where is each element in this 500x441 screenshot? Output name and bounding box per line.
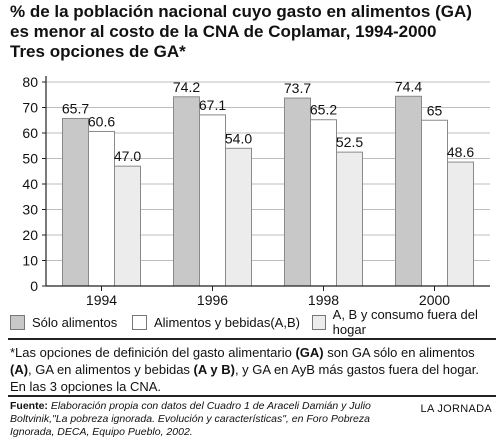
y-tick-label-80: 80: [22, 74, 38, 90]
data-label-1998-series-3: 52.5: [336, 134, 363, 150]
note-text-3: , GA en alimentos y bebidas: [28, 362, 194, 377]
divider-top: [8, 338, 496, 340]
source-label: Fuente:: [10, 400, 48, 412]
legend-label-alimentos-bebidas: Alimentos y bebidas(A,B): [154, 314, 300, 330]
data-label-1998-series-2: 65.2: [310, 102, 337, 118]
legend-swatch-solo-alimentos: [10, 314, 25, 330]
legend-item-alimentos-bebidas: Alimentos y bebidas(A,B): [132, 310, 300, 334]
data-label-1994-series-2: 60.6: [88, 113, 115, 129]
credit-la-jornada: LA JORNADA: [420, 403, 492, 415]
y-tick-label-70: 70: [22, 100, 38, 116]
y-tick-label-0: 0: [30, 278, 38, 294]
data-label-1996-series-2: 67.1: [199, 97, 226, 113]
bar-2000-series-2: [421, 119, 448, 287]
bar-1994-series-1: [62, 117, 89, 287]
y-tick-label-50: 50: [22, 151, 38, 167]
bar-1998-series-2: [310, 119, 337, 287]
data-label-1994-series-3: 47.0: [114, 148, 141, 164]
chart-legend: Sólo alimentos Alimentos y bebidas(A,B) …: [10, 307, 496, 337]
bar-1998-series-1: [284, 97, 311, 287]
legend-swatch-consumo-fuera: [312, 314, 326, 330]
x-tick-label-1994: 1994: [86, 292, 117, 306]
legend-label-solo-alimentos: Sólo alimentos: [32, 314, 118, 330]
title-line-2: es menor al costo de la CNA de Coplamar,…: [10, 22, 437, 41]
y-tick-label-60: 60: [22, 125, 38, 141]
data-label-2000-series-3: 48.6: [447, 144, 474, 160]
data-label-1994-series-1: 65.7: [62, 100, 89, 116]
source-text: Elaboración propia con datos del Cuadro …: [10, 400, 371, 438]
x-tick-label-1998: 1998: [308, 292, 339, 306]
source-note: Fuente: Elaboración propia con datos del…: [10, 400, 410, 439]
bar-2000-series-1: [395, 95, 422, 287]
x-tick-label-1996: 1996: [197, 292, 228, 306]
bar-1998-series-3: [336, 151, 363, 287]
bar-1994-series-3: [114, 165, 141, 287]
bar-chart: 0 10 20 30 40 50 60 70 80 65.760.6 47.0 1994 74.2 67.…: [8, 68, 496, 306]
data-label-1998-series-1: 73.7: [284, 80, 311, 96]
note-bold-1: (GA): [295, 345, 324, 360]
chart-title: % de la población nacional cuyo gasto en…: [10, 2, 495, 62]
bar-1996-series-2: [199, 114, 226, 287]
data-label-1996-series-3: 54.0: [225, 130, 252, 146]
y-tick-label-10: 10: [22, 253, 38, 269]
legend-item-solo-alimentos: Sólo alimentos: [10, 310, 117, 334]
note-bold-3: (A y B): [193, 362, 235, 377]
x-tick-label-2000: 2000: [419, 292, 450, 306]
note-text-4: , y GA en AyB más gastos fuera del hogar…: [10, 362, 479, 394]
divider-bottom: [8, 395, 496, 397]
y-tick-label-40: 40: [22, 176, 38, 192]
bar-1996-series-3: [225, 147, 252, 287]
legend-label-consumo-fuera: A, B y consumo fuera del hogar: [332, 307, 478, 337]
data-label-2000-series-1: 74.4: [395, 78, 422, 94]
bar-2000-series-3: [447, 161, 474, 287]
legend-item-consumo-fuera: A, B y consumo fuera del hogar: [312, 307, 496, 337]
note-text-1: *Las opciones de definición del gasto al…: [10, 345, 296, 360]
footnote: *Las opciones de definición del gasto al…: [10, 344, 496, 395]
bar-1994-series-2: [88, 130, 115, 287]
title-line-1: % de la población nacional cuyo gasto en…: [10, 2, 472, 21]
y-tick-label-20: 20: [22, 227, 38, 243]
note-text-2: son GA sólo en alimentos: [323, 345, 475, 360]
bar-1996-series-1: [173, 96, 200, 287]
data-label-1996-series-1: 74.2: [173, 79, 200, 95]
y-tick-label-30: 30: [22, 202, 38, 218]
legend-swatch-alimentos-bebidas: [132, 314, 147, 330]
note-bold-2: (A): [10, 362, 29, 377]
data-label-2000-series-2: 65: [427, 102, 443, 118]
title-line-3: Tres opciones de GA*: [10, 42, 186, 61]
